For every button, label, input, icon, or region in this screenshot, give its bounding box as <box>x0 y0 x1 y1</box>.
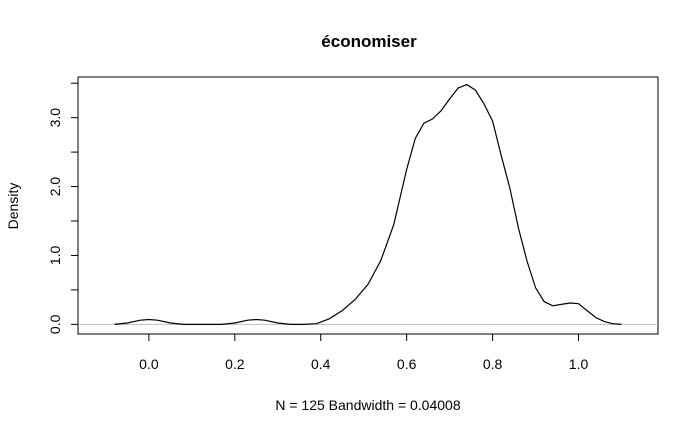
y-tick-label: 1.0 <box>47 246 63 266</box>
x-tick-label: 0.0 <box>139 356 159 372</box>
y-tick-label: 3.0 <box>47 108 63 128</box>
x-tick-label: 0.8 <box>483 356 503 372</box>
x-tick-label: 0.4 <box>311 356 331 372</box>
x-tick-label: 0.2 <box>225 356 245 372</box>
x-tick-label: 0.6 <box>397 356 417 372</box>
y-tick-label: 0.0 <box>47 314 63 334</box>
chart-title: économiser <box>321 32 417 51</box>
x-axis-label: N = 125 Bandwidth = 0.04008 <box>275 397 460 413</box>
y-tick-label: 2.0 <box>47 177 63 197</box>
y-axis: 0.0 1.0 2.0 3.0 <box>47 82 79 334</box>
x-axis: 0.0 0.2 0.4 0.6 0.8 1.0 <box>139 333 589 372</box>
x-tick-label: 1.0 <box>569 356 589 372</box>
plot-box <box>77 76 659 335</box>
y-axis-label: Density <box>5 183 21 230</box>
density-curve <box>114 83 622 325</box>
